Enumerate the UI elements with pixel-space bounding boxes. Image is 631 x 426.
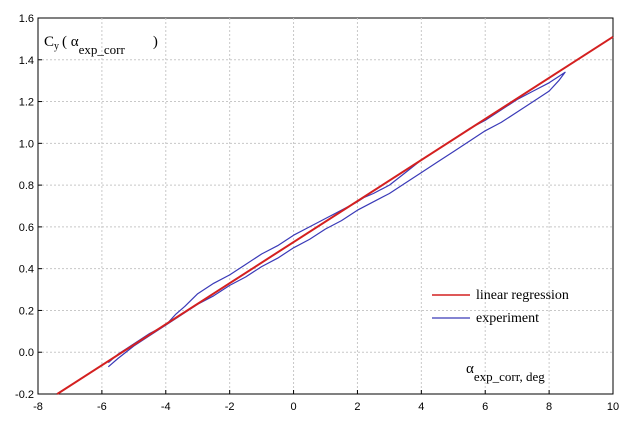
x-label-sub: exp_corr, deg (474, 369, 545, 384)
series-linear-regression (56, 35, 614, 395)
y-tick-label: 0.4 (19, 264, 34, 276)
x-tick-label: 0 (290, 401, 296, 413)
y-tick-label: 1.2 (19, 97, 34, 109)
x-tick-label: 2 (354, 401, 360, 413)
y-label-main: C (44, 34, 54, 50)
x-axis-ticks: -8 -6 -4 -2 0 2 4 6 8 10 (33, 390, 619, 413)
y-label-open: ( α (62, 34, 79, 50)
y-tick-label: 1.6 (19, 13, 34, 25)
plot-frame (37, 17, 614, 395)
y-axis-ticks: -0.2 0.0 0.2 0.4 0.6 0.8 1.0 1.2 1.4 1.6 (15, 13, 42, 401)
x-tick-label: 8 (546, 401, 552, 413)
series-experiment (107, 71, 566, 368)
y-tick-label: 1.4 (19, 55, 34, 67)
x-tick-label: 10 (607, 401, 619, 413)
y-label-alpha-sub: exp_corr (79, 42, 126, 57)
y-tick-label: 0.8 (19, 180, 34, 192)
x-tick-label: 6 (482, 401, 488, 413)
series-group (56, 35, 614, 395)
y-tick-label: -0.2 (15, 389, 34, 401)
legend-label-experiment: experiment (476, 311, 539, 326)
y-label-close: ) (153, 34, 158, 50)
y-tick-label: 0.2 (19, 305, 34, 317)
y-label-sub: y (54, 41, 59, 52)
x-tick-label: -8 (33, 401, 43, 413)
x-label-alpha: α (466, 361, 474, 377)
y-tick-label: 0.6 (19, 222, 34, 234)
legend: linear regression experiment (432, 288, 569, 326)
x-tick-label: 4 (418, 401, 424, 413)
grid (38, 18, 613, 394)
legend-label-linear-regression: linear regression (476, 288, 569, 303)
y-tick-label: 1.0 (19, 138, 34, 150)
y-tick-label: 0.0 (19, 347, 34, 359)
y-axis-label: Cy( αexp_corr) (44, 34, 158, 57)
x-tick-label: -2 (225, 401, 235, 413)
x-axis-label: αexp_corr, deg (466, 361, 545, 384)
x-tick-label: -6 (97, 401, 107, 413)
x-tick-label: -4 (161, 401, 171, 413)
